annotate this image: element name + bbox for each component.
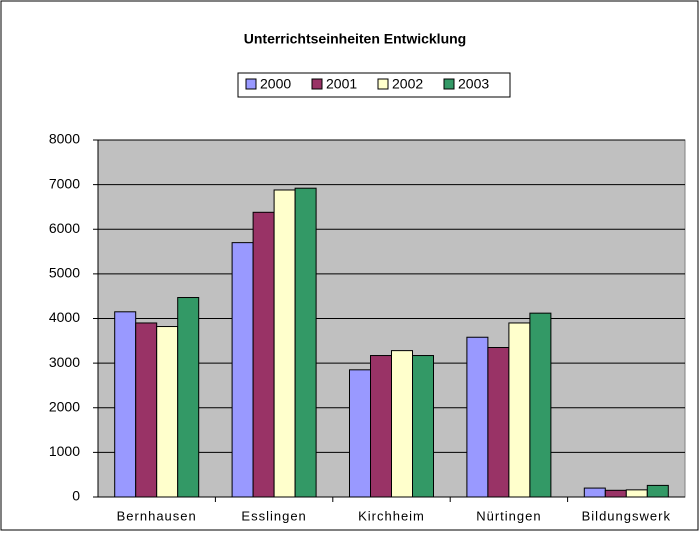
bar bbox=[135, 322, 158, 498]
bar bbox=[412, 355, 434, 498]
bar bbox=[487, 347, 510, 498]
chart-title: Unterrichtseinheiten Entwicklung bbox=[244, 31, 466, 47]
legend-label: 2000 bbox=[260, 76, 291, 92]
legend-swatch bbox=[377, 78, 389, 90]
bar bbox=[231, 242, 254, 498]
x-tick-label: Nürtingen bbox=[476, 508, 541, 523]
x-tick-label: Bernhausen bbox=[117, 508, 197, 523]
x-tick-label: Bildungswerk bbox=[582, 508, 671, 523]
legend-label: 2001 bbox=[326, 76, 357, 92]
y-tick-label: 5000 bbox=[49, 265, 80, 281]
legend-label: 2003 bbox=[458, 76, 489, 92]
bar bbox=[252, 211, 275, 498]
legend-swatch bbox=[245, 78, 257, 90]
bar bbox=[646, 484, 669, 498]
bar bbox=[604, 489, 627, 498]
y-tick-label: 4000 bbox=[49, 309, 80, 325]
legend-label: 2002 bbox=[392, 76, 423, 92]
y-tick-label: 1000 bbox=[49, 443, 80, 459]
y-tick-label: 7000 bbox=[49, 175, 80, 191]
y-tick-label: 3000 bbox=[49, 354, 80, 370]
y-tick-label: 8000 bbox=[49, 131, 80, 147]
x-tick-label: Kirchheim bbox=[358, 508, 425, 523]
bar bbox=[370, 355, 392, 498]
legend-swatch bbox=[311, 78, 323, 90]
bar bbox=[625, 489, 648, 498]
bar bbox=[177, 297, 200, 498]
bar bbox=[273, 189, 296, 498]
bar bbox=[583, 487, 606, 498]
y-tick-label: 6000 bbox=[49, 220, 80, 236]
legend-box bbox=[237, 72, 511, 98]
y-tick-label: 0 bbox=[72, 488, 80, 504]
bar bbox=[508, 322, 531, 498]
y-tick-label: 2000 bbox=[49, 398, 80, 414]
bar bbox=[349, 369, 371, 498]
x-tick-label: Esslingen bbox=[241, 508, 306, 523]
bar bbox=[156, 326, 179, 498]
bar bbox=[529, 312, 552, 498]
bar bbox=[391, 350, 413, 498]
bar bbox=[466, 336, 489, 498]
legend-swatch bbox=[443, 78, 455, 90]
bar bbox=[294, 187, 317, 498]
bar bbox=[114, 311, 137, 498]
